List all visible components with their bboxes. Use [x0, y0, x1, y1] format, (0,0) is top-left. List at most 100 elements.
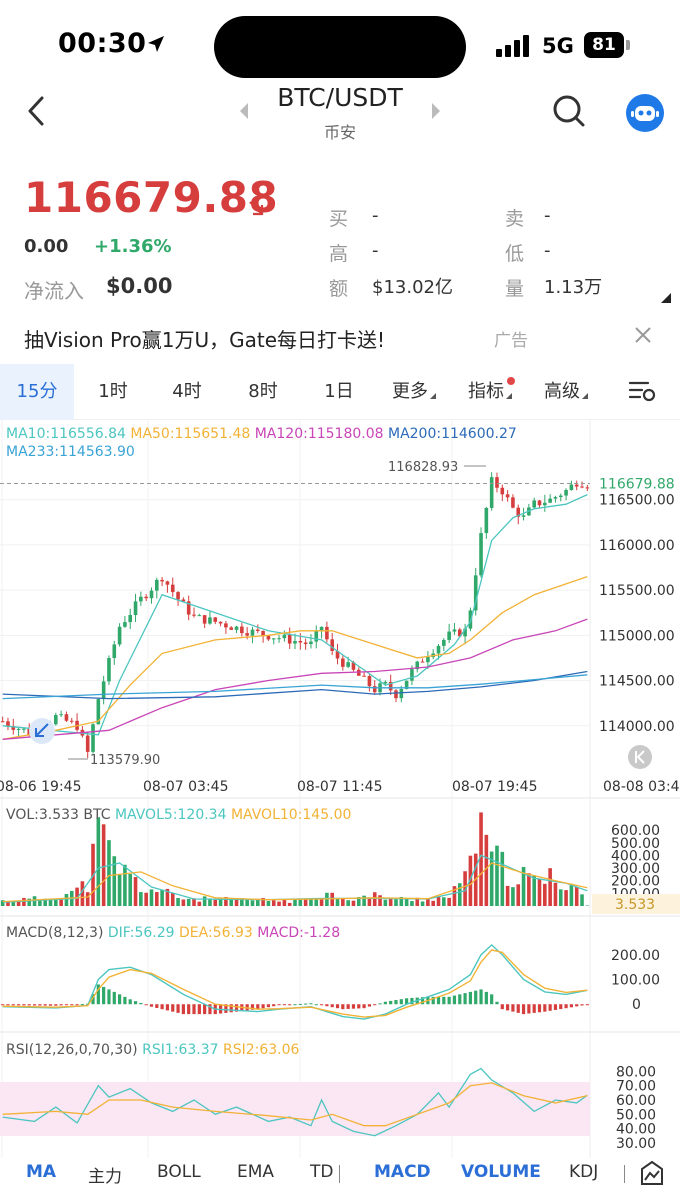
volume-bar [468, 855, 473, 906]
volume-bar [250, 900, 255, 906]
macd-tick-label: 0 [632, 997, 641, 1013]
close-icon[interactable] [634, 326, 652, 344]
macd-histogram-bar [139, 1003, 143, 1005]
dea-line [2, 949, 588, 1018]
dynamic-island [214, 16, 466, 78]
macd-histogram-bar [282, 1004, 286, 1006]
ma233-legend: MA233:114563.90 [6, 444, 135, 460]
tab-15m[interactable]: 15分 [0, 364, 74, 420]
macd-histogram-bar [133, 1001, 138, 1005]
macd-histogram-bar [234, 1004, 239, 1012]
dropdown-triangle-icon [506, 393, 512, 399]
candle-body [213, 617, 218, 622]
chart-area[interactable]: 116679.88 116828.93 113579.90 116500.00 116… [0, 420, 680, 1160]
candle-body [240, 626, 244, 634]
tab-kdj[interactable]: KDJ [569, 1162, 599, 1182]
macd-histogram-bar [341, 1004, 345, 1010]
tab-1d[interactable]: 1日 [324, 381, 354, 402]
candle-body [96, 699, 101, 725]
volume-bar [309, 898, 313, 906]
chart-canvas[interactable]: 116679.88 116828.93 113579.90 116500.00 116… [0, 420, 680, 1160]
volume-tick-label: 200.00 [611, 874, 660, 890]
tab-indicators[interactable]: 指标 [460, 364, 520, 420]
volume-bar [346, 900, 350, 906]
volume-bar [261, 898, 265, 906]
candle-body [362, 675, 366, 677]
macd-histogram-bar [64, 1004, 69, 1006]
macd-histogram-bar [447, 996, 451, 1005]
macd-histogram-bar [102, 986, 106, 1005]
volume-bar [123, 864, 127, 906]
expand-stats-icon[interactable] [661, 293, 671, 303]
volume-bar [505, 885, 510, 906]
volume-bar [457, 883, 462, 906]
macd-histogram-bar [43, 1004, 47, 1006]
ad-banner-text[interactable]: 抽Vision Pro赢1万U，Gate每日打卡送! [24, 328, 386, 352]
tab-more-label: 更多 [392, 381, 428, 402]
macd-histogram-bar [48, 1004, 53, 1006]
tab-1h[interactable]: 1时 [98, 381, 128, 402]
macd-histogram-bar [479, 989, 483, 1005]
volume-bar [383, 899, 388, 906]
macd-histogram-bar [468, 991, 473, 1005]
volume-bar [484, 834, 489, 906]
volume-bar [101, 824, 106, 906]
candle-body [218, 621, 223, 624]
vol-legend: VOL:3.533 BTC [6, 807, 111, 823]
price-tick-label: 116500.00 [599, 493, 675, 509]
back-arrow-icon[interactable] [22, 94, 52, 128]
volume-bar [564, 890, 568, 906]
tab-macd[interactable]: MACD [374, 1162, 431, 1182]
candle-body [197, 615, 202, 617]
tab-8h[interactable]: 8时 [248, 381, 278, 402]
volume-bar [43, 898, 47, 906]
buy-value: - [372, 205, 379, 226]
volume-bar [277, 901, 281, 906]
assistant-bot-icon[interactable] [626, 94, 664, 132]
volume-bar [394, 899, 398, 906]
pair-title[interactable]: BTC/USDT [277, 83, 403, 112]
candle-body [155, 579, 159, 591]
rsi1-line [2, 1067, 588, 1137]
macd-histogram-bar [277, 1004, 281, 1006]
tab-ma[interactable]: MA [26, 1162, 57, 1182]
candle-body [330, 639, 335, 651]
candle-body [229, 627, 234, 630]
tab-4h[interactable]: 4时 [172, 381, 202, 402]
macd-histogram-bar [442, 996, 446, 1005]
macd-histogram-bar [351, 1004, 356, 1009]
search-icon[interactable] [550, 92, 588, 130]
drawing-tools-icon[interactable] [640, 1160, 664, 1186]
tab-boll[interactable]: BOLL [157, 1162, 201, 1182]
volume-bar [181, 899, 186, 906]
macd-histogram-bar [256, 1004, 260, 1010]
tab-main-force[interactable]: 主力 [88, 1167, 122, 1187]
tab-volume[interactable]: VOLUME [461, 1162, 541, 1182]
macd-tick-label: 100.00 [611, 973, 660, 989]
volume-tick-label: 600.00 [611, 823, 660, 839]
volume-bar [170, 893, 175, 906]
low-value: - [544, 240, 551, 261]
previous-pair-icon[interactable] [238, 102, 250, 120]
candle-body [0, 721, 5, 723]
rsi-tick-label: 30.00 [616, 1136, 656, 1152]
candle-body [436, 645, 441, 654]
reset-zoom-icon[interactable] [628, 745, 652, 769]
candle-body [394, 690, 398, 699]
tab-more[interactable]: 更多 [384, 364, 444, 420]
tab-ema[interactable]: EMA [237, 1162, 275, 1182]
volume-bar [527, 873, 531, 906]
tab-td[interactable]: TD [310, 1162, 334, 1182]
candle-body [521, 515, 526, 517]
volume-bar [192, 898, 196, 906]
volume-bar [144, 892, 148, 906]
macd-histogram-bar [203, 1004, 207, 1015]
macd-histogram-bar [117, 994, 122, 1005]
volume-bar [282, 899, 287, 906]
next-pair-icon[interactable] [430, 102, 442, 120]
tab-advanced[interactable]: 高级 [536, 364, 596, 420]
candle-body [282, 634, 287, 639]
chart-settings-icon[interactable] [628, 378, 656, 404]
macd-histogram-bar [431, 996, 435, 1005]
volume-bar [410, 901, 414, 906]
